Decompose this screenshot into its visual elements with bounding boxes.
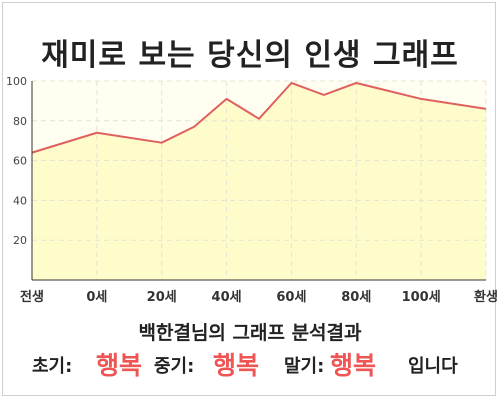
late-label: 말기: (284, 356, 325, 377)
series-line (31, 81, 487, 154)
x-tick-label-1: 0세 (86, 290, 107, 305)
area-fill (32, 82, 486, 281)
late-value: 행복 (330, 351, 377, 380)
y-tick-label-1: 40 (13, 194, 27, 207)
middle-label: 중기: (154, 356, 195, 377)
x-tick-label-6: 100세 (402, 290, 441, 305)
y-tick-label-3: 80 (13, 115, 27, 128)
x-tick-label-3: 40세 (212, 290, 242, 305)
x-tick-label-7: 환생 (474, 289, 498, 305)
chart-frame (2, 2, 496, 396)
x-tick-label-5: 80세 (341, 290, 371, 305)
y-tick-label-2: 60 (13, 155, 27, 168)
analysis-subtitle: 백한결님의 그래프 분석결과 (138, 322, 362, 344)
chart-title: 재미로 보는 당신의 인생 그래프 (41, 38, 459, 73)
x-tick-label-4: 60세 (276, 290, 306, 305)
y-tick-label-0: 20 (13, 234, 27, 247)
early-label: 초기: (32, 356, 73, 377)
y-tick-label-4: 100 (6, 75, 27, 88)
ending-text: 입니다 (408, 356, 458, 377)
x-tick-label-2: 20세 (147, 290, 177, 305)
x-tick-label-0: 전생 (20, 289, 44, 305)
middle-value: 행복 (213, 351, 260, 380)
early-value: 행복 (96, 351, 143, 380)
analysis-summary: 초기: 행복 중기: 행복 말기: 행복 입니다 (0, 346, 500, 380)
